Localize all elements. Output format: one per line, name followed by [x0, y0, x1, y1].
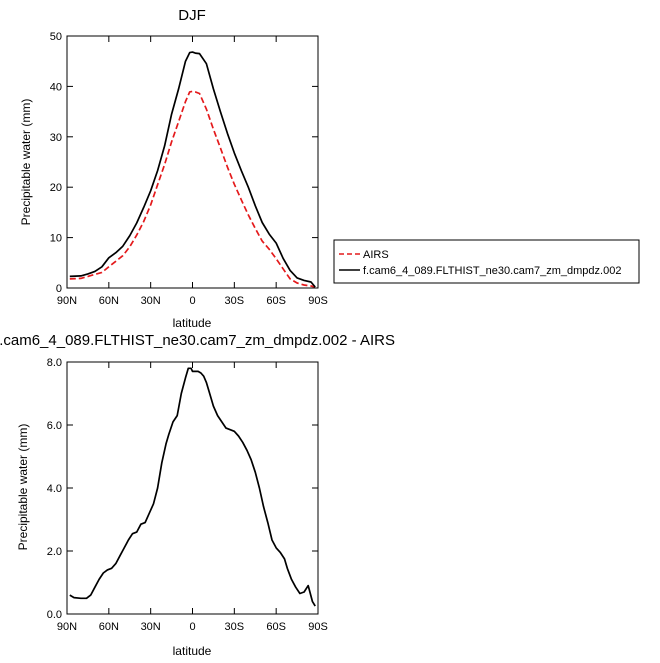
bottom-chart-title: f.cam6_4_089.FLTHIST_ne30.cam7_zm_dmpdz.… [0, 332, 395, 349]
bottom-y-tick-label: 4.0 [47, 483, 62, 495]
top-x-tick-label: 60S [266, 295, 286, 307]
bottom-x-tick-label: 90N [57, 621, 77, 633]
bottom-x-tick-label: 60S [266, 621, 286, 633]
legend-label-model: f.cam6_4_089.FLTHIST_ne30.cam7_zm_dmpdz.… [363, 265, 621, 277]
top-ticks: 90N 60N 30N 0 30S 60S 90S 0 10 20 30 40 50 [50, 31, 328, 307]
top-x-tick-label: 30N [141, 295, 161, 307]
bottom-y-tick-label: 6.0 [47, 420, 62, 432]
legend-box [333, 239, 640, 284]
bottom-x-tick-label: 30S [225, 621, 245, 633]
bottom-x-tick-label: 0 [189, 621, 195, 633]
bottom-x-tick-label: 90S [308, 621, 328, 633]
top-panel: DJF Precipitable water (mm) latitude 90N… [19, 7, 328, 330]
bottom-x-axis-label: latitude [173, 644, 212, 658]
top-series [69, 51, 316, 288]
top-x-axis-label: latitude [173, 316, 212, 330]
top-x-tick-label: 90N [57, 295, 77, 307]
top-y-tick-label: 10 [50, 233, 62, 245]
bottom-plot-frame [66, 361, 319, 615]
top-x-tick-label: 90S [308, 295, 328, 307]
bottom-panel: f.cam6_4_089.FLTHIST_ne30.cam7_zm_dmpdz.… [0, 332, 395, 658]
legend-label-airs: AIRS [363, 249, 389, 261]
top-x-tick-label: 30S [225, 295, 245, 307]
legend: AIRS f.cam6_4_089.FLTHIST_ne30.cam7_zm_d… [333, 239, 640, 284]
top-y-tick-label: 0 [56, 283, 62, 295]
top-chart-title: DJF [178, 7, 206, 24]
top-plot-frame [66, 35, 319, 289]
bottom-x-tick-label: 60N [99, 621, 119, 633]
bottom-series-line-0 [69, 367, 316, 607]
top-y-tick-label: 20 [50, 182, 62, 194]
bottom-y-tick-label: 8.0 [47, 357, 62, 369]
top-x-tick-label: 60N [99, 295, 119, 307]
bottom-ticks: 90N 60N 30N 0 30S 60S 90S 0.0 2.0 4.0 6.0 8.0 [47, 357, 328, 633]
bottom-y-tick-label: 0.0 [47, 609, 62, 621]
top-y-tick-label: 40 [50, 81, 62, 93]
top-y-tick-label: 50 [50, 31, 62, 43]
top-series-line-1 [69, 51, 316, 288]
top-y-tick-label: 30 [50, 132, 62, 144]
top-series-line-0 [69, 90, 316, 288]
bottom-x-tick-label: 30N [141, 621, 161, 633]
bottom-series [69, 367, 316, 607]
top-x-tick-label: 0 [189, 295, 195, 307]
bottom-y-tick-label: 2.0 [47, 546, 62, 558]
top-y-axis-label: Precipitable water (mm) [19, 99, 33, 226]
bottom-y-axis-label: Precipitable water (mm) [16, 424, 30, 551]
